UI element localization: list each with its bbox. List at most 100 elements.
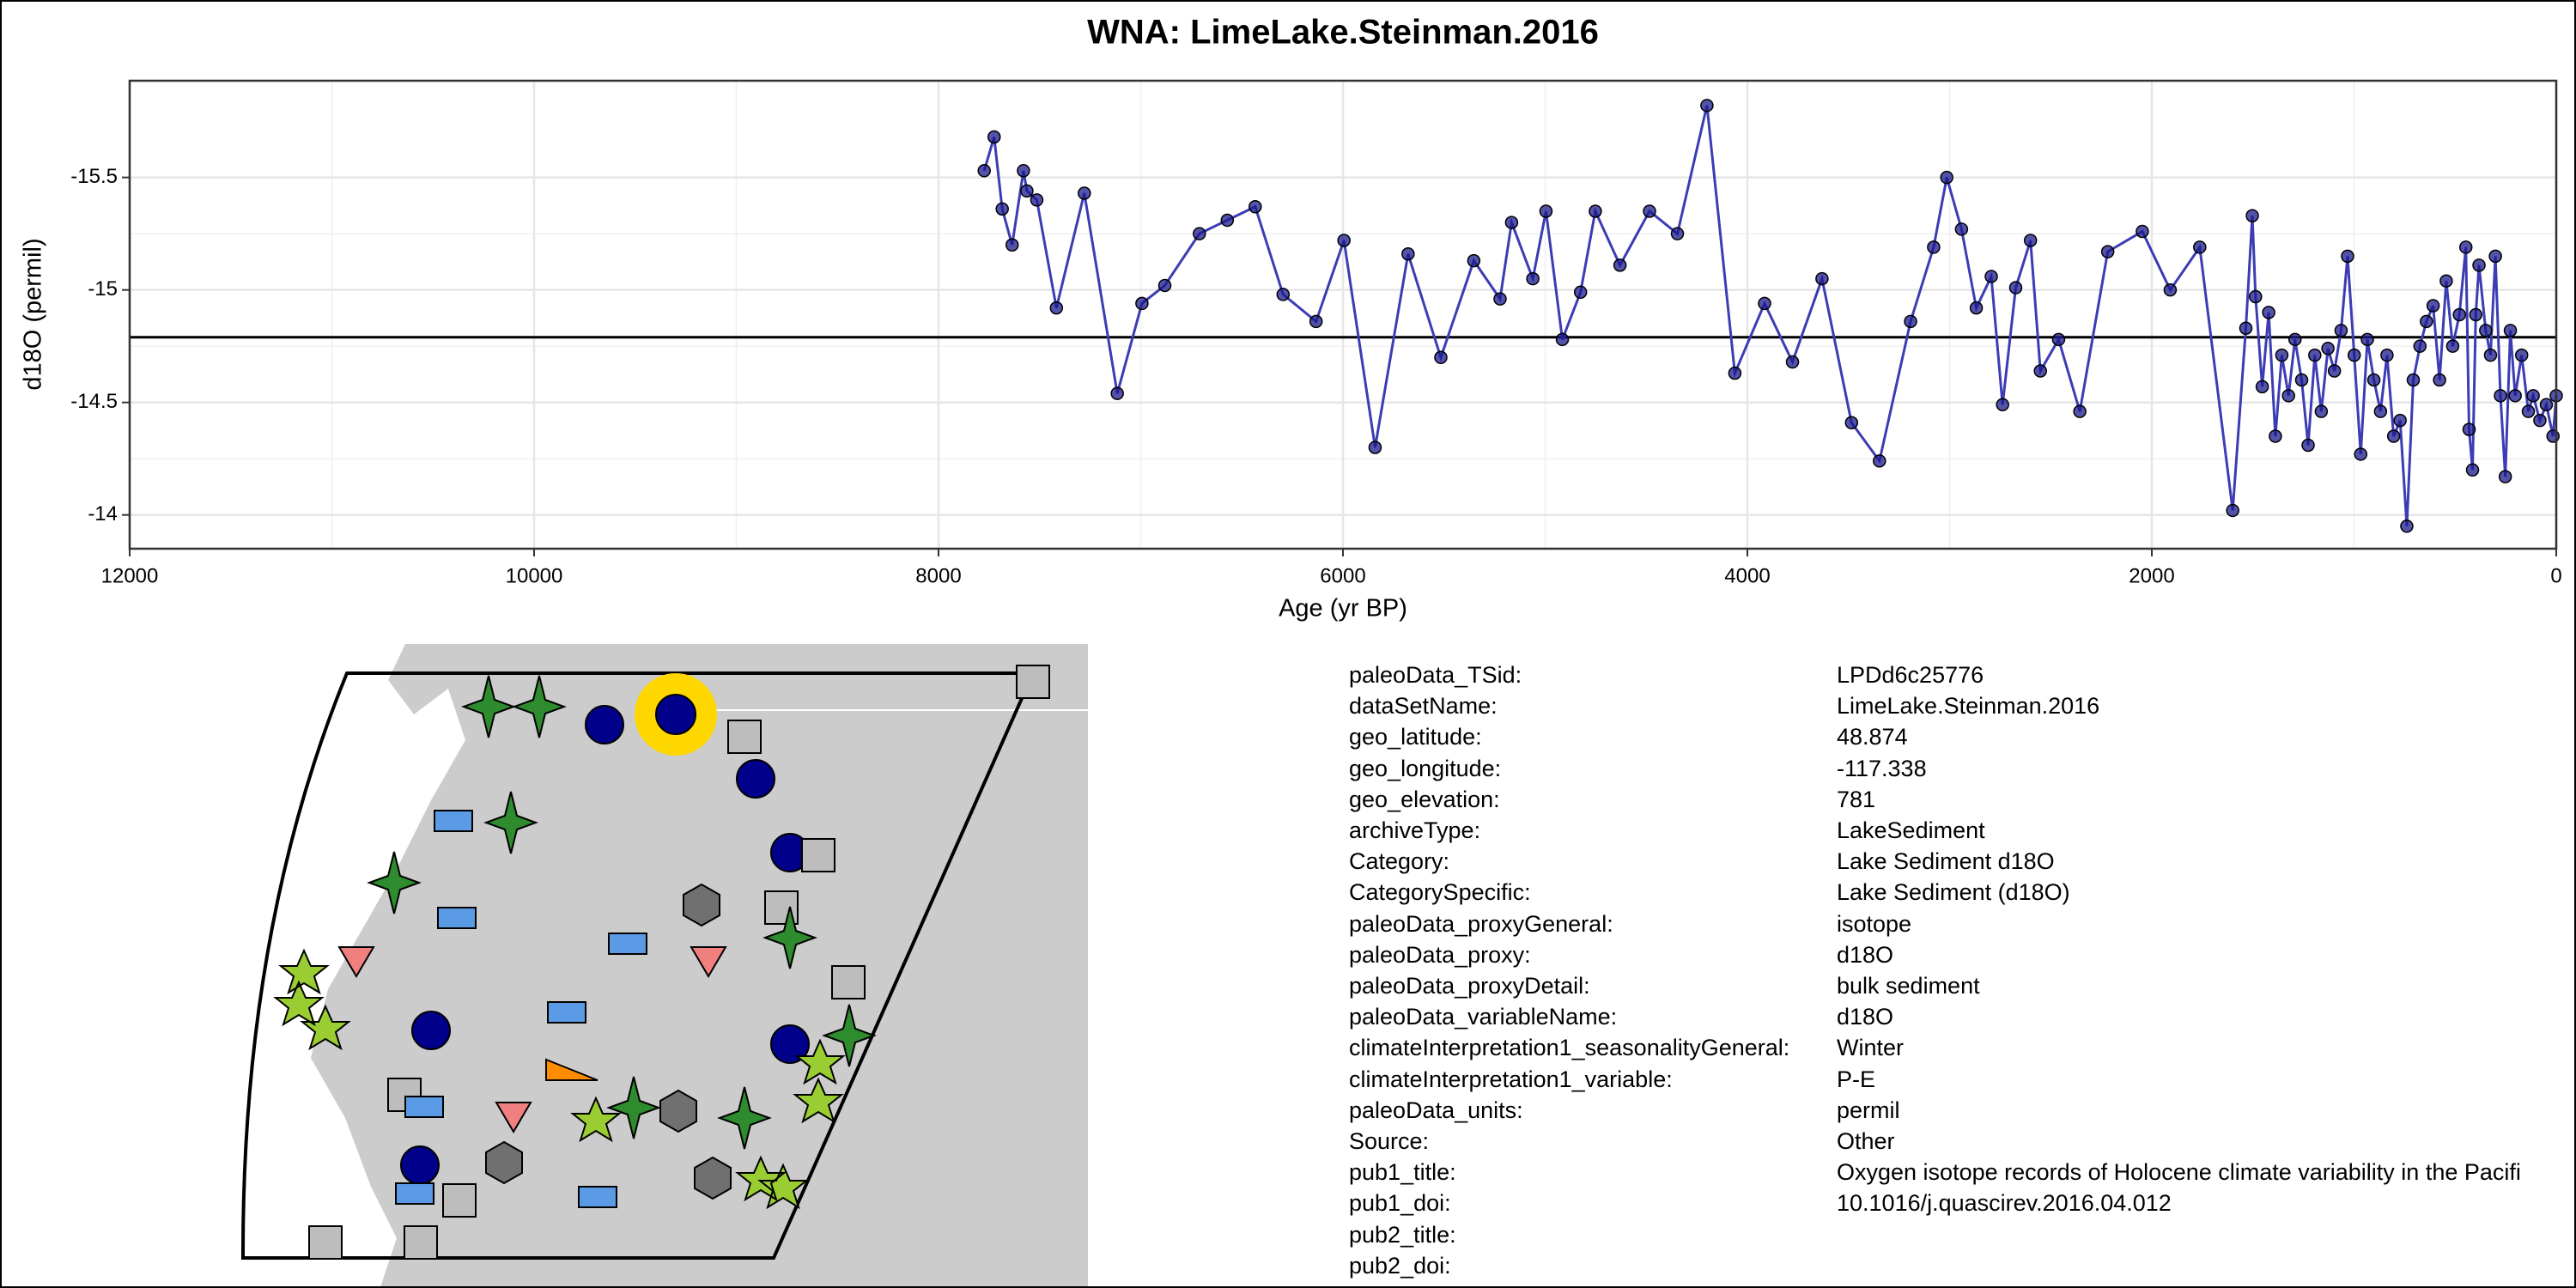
metadata-row: Category: Lake Sediment d18O <box>1349 846 2573 877</box>
site <box>395 1182 434 1205</box>
data-point <box>2539 398 2554 412</box>
site <box>400 1145 440 1185</box>
metadata-row: pub2_doi: <box>1349 1250 2573 1281</box>
data-point <box>2400 519 2414 533</box>
data-point <box>2226 503 2239 518</box>
data-point <box>2314 404 2329 418</box>
metadata-row: climateInterpretation1_seasonalityGenera… <box>1349 1032 2573 1063</box>
data-point <box>1493 292 1507 306</box>
data-point <box>1758 296 1771 311</box>
metadata-row: paleoData_proxyDetail: bulk sediment <box>1349 970 2573 1001</box>
data-point <box>2073 404 2087 418</box>
metadata-value: 48.874 <box>1837 724 1908 750</box>
data-point <box>1020 184 1034 198</box>
data-point <box>1940 170 1953 185</box>
x-tick-label: 10000 <box>506 564 563 587</box>
data-point <box>2426 299 2440 313</box>
site <box>655 694 696 735</box>
metadata-value: P-E <box>1837 1066 1876 1092</box>
metadata-row: geo_longitude: -117.338 <box>1349 753 2573 784</box>
metadata-row: paleoData_units: permil <box>1349 1095 2573 1126</box>
data-point <box>2287 332 2302 347</box>
metadata-row: geo_latitude: 48.874 <box>1349 721 2573 752</box>
data-point <box>2341 249 2354 264</box>
metadata-value: 781 <box>1837 786 1876 812</box>
metadata-row: pub1_title: Oxygen isotope records of Hol… <box>1349 1157 2573 1188</box>
data-point <box>2275 348 2289 362</box>
data-point <box>2334 324 2348 337</box>
data-point <box>2469 307 2483 322</box>
site <box>437 907 477 929</box>
metadata-value: d18O <box>1837 941 1894 968</box>
metadata-row: Source: Other <box>1349 1126 2573 1157</box>
x-tick-label: 12000 <box>101 564 159 587</box>
data-point <box>1337 234 1351 247</box>
data-point <box>2452 307 2466 322</box>
site <box>736 759 775 799</box>
data-point <box>2458 240 2473 254</box>
data-point <box>2445 339 2460 353</box>
data-point <box>1309 314 1323 329</box>
data-point <box>2488 249 2502 264</box>
metadata-value: isotope <box>1837 910 1912 937</box>
data-point <box>2533 413 2547 428</box>
data-point <box>2366 373 2381 387</box>
data-point <box>1135 296 1149 311</box>
data-point <box>2479 324 2493 337</box>
metadata-value: Lake Sediment d18O <box>1837 848 2055 875</box>
site <box>801 838 835 872</box>
data-point <box>1526 271 1540 286</box>
data-point <box>2514 348 2529 362</box>
metadata-value: LakeSediment <box>1837 817 1985 844</box>
x-axis-label: Age (yr BP) <box>1279 595 1407 623</box>
metadata-key: paleoData_variableName: <box>1349 1004 1618 1030</box>
metadata-row: pub1_doi: 10.1016/j.quascirev.2016.04.012 <box>1349 1188 2573 1218</box>
metadata-value: LPDd6c25776 <box>1837 662 1984 688</box>
data-point <box>2100 245 2115 258</box>
data-point <box>1078 186 1091 200</box>
metadata-key: geo_elevation: <box>1349 786 1500 812</box>
x-tick-label: 8000 <box>915 564 961 587</box>
site <box>764 890 799 925</box>
data-point <box>2380 348 2394 362</box>
data-point <box>1873 454 1886 468</box>
ocean <box>234 644 465 1286</box>
data-point <box>2051 332 2066 347</box>
site <box>273 948 846 1210</box>
metadata-value: -117.338 <box>1837 755 1927 781</box>
data-point <box>2327 364 2342 378</box>
data-point <box>2373 404 2388 418</box>
data-point <box>987 130 1001 144</box>
data-point <box>2354 447 2368 461</box>
data-point <box>2262 306 2275 319</box>
data-point <box>2294 373 2309 387</box>
data-point <box>1434 350 1448 365</box>
data-point <box>2406 373 2421 387</box>
data-point <box>2413 339 2427 353</box>
data-point <box>2465 463 2480 477</box>
data-point <box>1954 222 1969 236</box>
site <box>485 883 732 1200</box>
data-point <box>2420 314 2433 329</box>
chart-title: WNA: LimeLake.Steinman.2016 <box>1087 14 1599 52</box>
metadata-key: dataSetName: <box>1349 693 1498 720</box>
data-point <box>2521 404 2536 418</box>
metadata-value: Oxygen isotope records of Holocene clima… <box>1837 1159 2521 1186</box>
data-point <box>2269 429 2282 443</box>
metadata-key: climateInterpretation1_variable: <box>1349 1066 1673 1092</box>
plot-border <box>128 79 2558 550</box>
data-point <box>2347 348 2361 362</box>
data-point <box>1049 301 1064 315</box>
metadata-row: paleoData_proxy: d18O <box>1349 939 2573 970</box>
metadata-key: pub1_doi: <box>1349 1190 1451 1217</box>
data-point <box>1904 314 1917 329</box>
data-point <box>2136 224 2149 239</box>
metadata-row: CategorySpecific: Lake Sediment (d18O) <box>1349 877 2573 908</box>
data-point <box>2503 324 2518 337</box>
site <box>727 720 762 754</box>
data-point <box>995 202 1009 216</box>
metadata-value: Other <box>1837 1128 1895 1155</box>
site <box>770 1024 810 1064</box>
metadata-key: paleoData_TSid: <box>1349 662 1522 688</box>
